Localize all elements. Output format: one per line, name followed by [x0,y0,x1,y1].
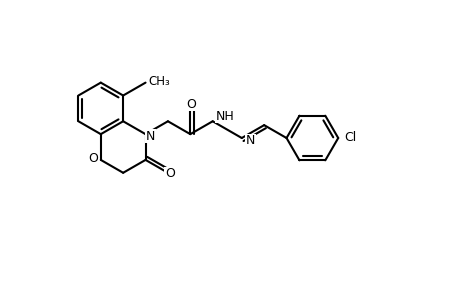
Text: CH₃: CH₃ [148,75,170,88]
Text: N: N [245,134,255,148]
Text: NH: NH [215,110,234,123]
Text: Cl: Cl [343,130,356,143]
Text: O: O [88,152,98,165]
Text: O: O [186,98,196,110]
Text: O: O [164,167,174,180]
Text: N: N [146,130,155,142]
